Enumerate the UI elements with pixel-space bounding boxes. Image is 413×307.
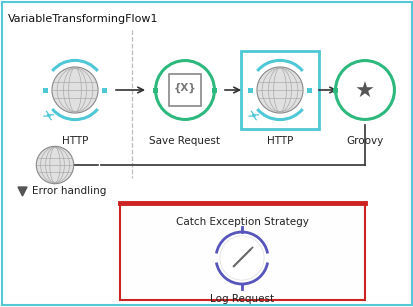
Text: HTTP: HTTP [62,136,88,146]
FancyBboxPatch shape [2,2,411,305]
FancyBboxPatch shape [152,87,157,92]
Text: Error handling: Error handling [32,186,106,196]
Text: Catch Exception Strategy: Catch Exception Strategy [176,217,308,227]
FancyBboxPatch shape [332,87,337,92]
FancyBboxPatch shape [240,51,318,129]
Text: HTTP: HTTP [266,136,292,146]
Text: Groovy: Groovy [346,136,383,146]
FancyBboxPatch shape [306,87,311,92]
Text: {X}: {X} [173,83,196,93]
Circle shape [256,67,302,113]
FancyBboxPatch shape [247,87,252,92]
Text: Save Request: Save Request [149,136,220,146]
FancyBboxPatch shape [102,87,107,92]
Polygon shape [18,187,27,196]
Text: ★: ★ [354,82,374,102]
FancyBboxPatch shape [212,87,217,92]
FancyBboxPatch shape [43,87,48,92]
Text: VariableTransformingFlow1: VariableTransformingFlow1 [8,14,158,24]
Circle shape [219,236,263,280]
FancyBboxPatch shape [168,74,201,106]
Circle shape [52,67,98,113]
Text: Log Request: Log Request [209,294,273,304]
Circle shape [36,146,74,184]
FancyBboxPatch shape [120,203,364,300]
